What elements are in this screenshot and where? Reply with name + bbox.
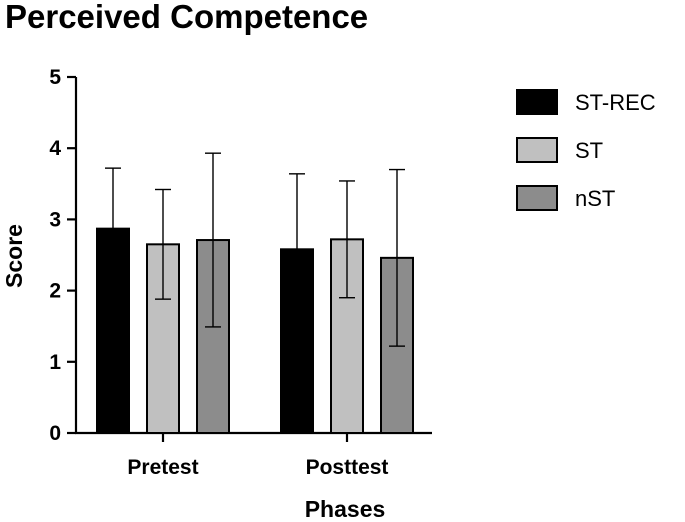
x-axis-label: Phases — [305, 496, 386, 522]
plot-area: 0 1 2 3 4 5 Pretest Posttest — [49, 66, 432, 479]
legend-label-st: ST — [575, 138, 603, 163]
legend-swatch-nst — [516, 185, 558, 211]
legend-swatch-st — [516, 137, 558, 163]
y-tick-label: 0 — [49, 422, 61, 445]
x-tick-label: Posttest — [306, 456, 389, 479]
y-tick-label: 4 — [49, 137, 61, 160]
chart-title: Perceived Competence — [5, 0, 368, 35]
y-tick-label: 5 — [49, 66, 61, 89]
x-tick-label: Pretest — [127, 456, 198, 479]
legend-label-nst: nST — [575, 186, 615, 211]
bar-nst-pretest — [196, 239, 230, 434]
y-tick-label: 1 — [49, 351, 61, 374]
y-tick-label: 2 — [49, 280, 61, 303]
legend-label-st-rec: ST-REC — [575, 90, 656, 115]
legend-swatch-st-rec — [516, 89, 558, 115]
y-tick-label: 3 — [49, 208, 61, 231]
y-axis-label: Score — [1, 224, 27, 288]
legend: ST-REC ST nST — [516, 89, 656, 211]
